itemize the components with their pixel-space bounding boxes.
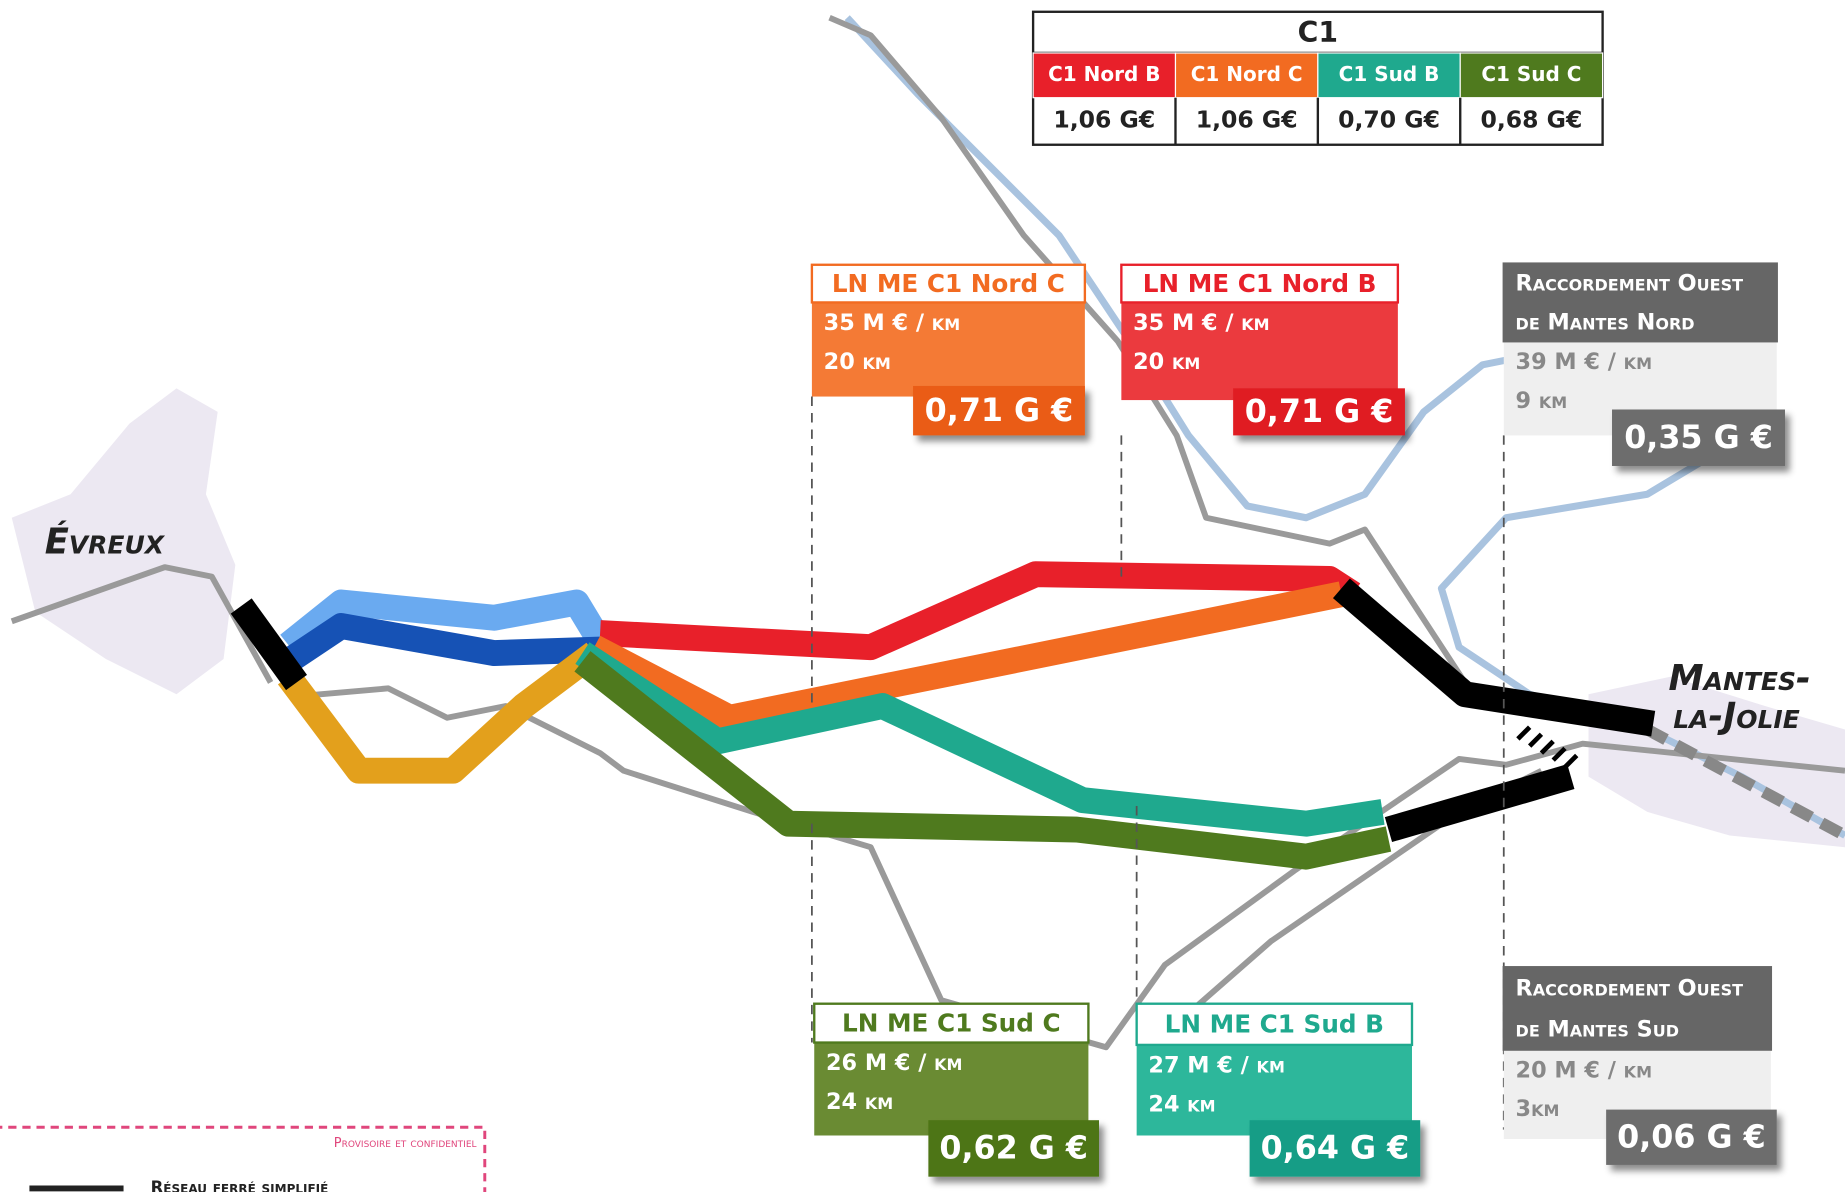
- box-header: [1135, 1002, 1414, 1047]
- legend-label: Réseau ferré simplifié: [151, 1178, 329, 1192]
- cost-box: LN ME C1 Nord C 35 M € / km 20 km 0,71 G €: [810, 263, 1087, 436]
- column-cost: 0,70 G€: [1338, 106, 1440, 134]
- cost-box: LN ME C1 Nord B 35 M € / km 20 km 0,71 G €: [1120, 263, 1405, 436]
- city-label: Évreux: [45, 521, 166, 563]
- box-title: LN ME C1 Nord B: [1143, 269, 1377, 298]
- box-length: 20 km: [1133, 349, 1200, 375]
- box-total: 0,06 G €: [1617, 1119, 1766, 1155]
- box-total: 0,71 G €: [925, 393, 1074, 429]
- box-length: 3km: [1516, 1096, 1560, 1122]
- box-total: 0,64 G €: [1261, 1131, 1410, 1167]
- city-labels: Évreux Mantes- la-Jolie: [45, 521, 1811, 737]
- box-cost-per-km: 27 M € / km: [1148, 1053, 1284, 1079]
- box-length: 24 km: [1148, 1091, 1215, 1117]
- city-label: Mantes-: [1669, 658, 1811, 699]
- box-title: LN ME C1 Nord C: [832, 269, 1065, 298]
- box-body: [1121, 302, 1398, 401]
- cost-box: Raccordement Ouest de Mantes Nord 39 M € /…: [1502, 262, 1785, 466]
- box-length: 20 km: [824, 349, 891, 375]
- box-total-bg: [1233, 388, 1405, 436]
- box-cost-per-km: 35 M € / km: [824, 310, 960, 336]
- box-cost-per-km: 39 M € / km: [1516, 349, 1652, 375]
- box-total-bg: [913, 385, 1085, 436]
- box-header: [813, 1002, 1090, 1044]
- column-cost: 0,68 G€: [1480, 106, 1582, 134]
- column-header: C1 Nord C: [1191, 62, 1303, 86]
- notice: Provisoire et confidentiel: [334, 1136, 477, 1151]
- table-title: C1: [1298, 16, 1338, 49]
- box-header: [1502, 966, 1773, 1051]
- footer: Provisoire et confidentiel Réseau ferré …: [0, 1125, 487, 1192]
- column-cost: 1,06 G€: [1053, 106, 1155, 134]
- box-header: [1120, 263, 1400, 304]
- box-title: LN ME C1 Sud B: [1165, 1009, 1384, 1038]
- box-cost-per-km: 20 M € / km: [1516, 1057, 1652, 1083]
- box-header: [1502, 262, 1778, 343]
- box-length: 9 km: [1516, 388, 1568, 414]
- box-total: 0,71 G €: [1245, 394, 1394, 430]
- box-title: Raccordement Ouest: [1516, 271, 1744, 297]
- header-cell: [1174, 52, 1319, 99]
- box-total-bg: [1612, 409, 1785, 466]
- box-total-bg: [1606, 1109, 1777, 1165]
- box-cost-per-km: 26 M € / km: [826, 1050, 962, 1076]
- box-length: 24 km: [826, 1089, 893, 1115]
- box-header: [810, 263, 1087, 304]
- cost-table: C1 C1 Nord B 1,06 G€ C1 Nord C 1,06 G€ C1 Su…: [1031, 10, 1604, 146]
- cost-box: Raccordement Ouest de Mantes Sud 20 M € / …: [1502, 966, 1777, 1165]
- cost-box: LN ME C1 Sud C 26 M € / km 24 km 0,62 G €: [813, 1002, 1099, 1177]
- rail-network: [10, 14, 1845, 1051]
- header-cell: [1459, 52, 1604, 99]
- box-body: [814, 1042, 1089, 1136]
- column-header: C1 Sud B: [1339, 62, 1440, 86]
- box-title: LN ME C1 Sud C: [842, 1008, 1061, 1037]
- box-total-bg: [1249, 1120, 1421, 1177]
- box-title: de Mantes Sud: [1516, 1017, 1680, 1043]
- routes: [230, 561, 1656, 870]
- column-header: C1 Nord B: [1048, 62, 1160, 86]
- city-label: la-Jolie: [1673, 696, 1800, 737]
- box-total: 0,35 G €: [1624, 420, 1773, 456]
- box-body: [811, 302, 1085, 397]
- column-header: C1 Sud C: [1481, 62, 1581, 86]
- box-total-bg: [928, 1120, 1099, 1177]
- box-total: 0,62 G €: [939, 1131, 1088, 1167]
- column-cost: 1,06 G€: [1196, 106, 1298, 134]
- cost-box: LN ME C1 Sud B 27 M € / km 24 km 0,64 G €: [1135, 1002, 1421, 1177]
- box-title: de Mantes Nord: [1516, 310, 1695, 336]
- box-title: Raccordement Ouest: [1516, 976, 1744, 1002]
- box-cost-per-km: 35 M € / km: [1133, 310, 1269, 336]
